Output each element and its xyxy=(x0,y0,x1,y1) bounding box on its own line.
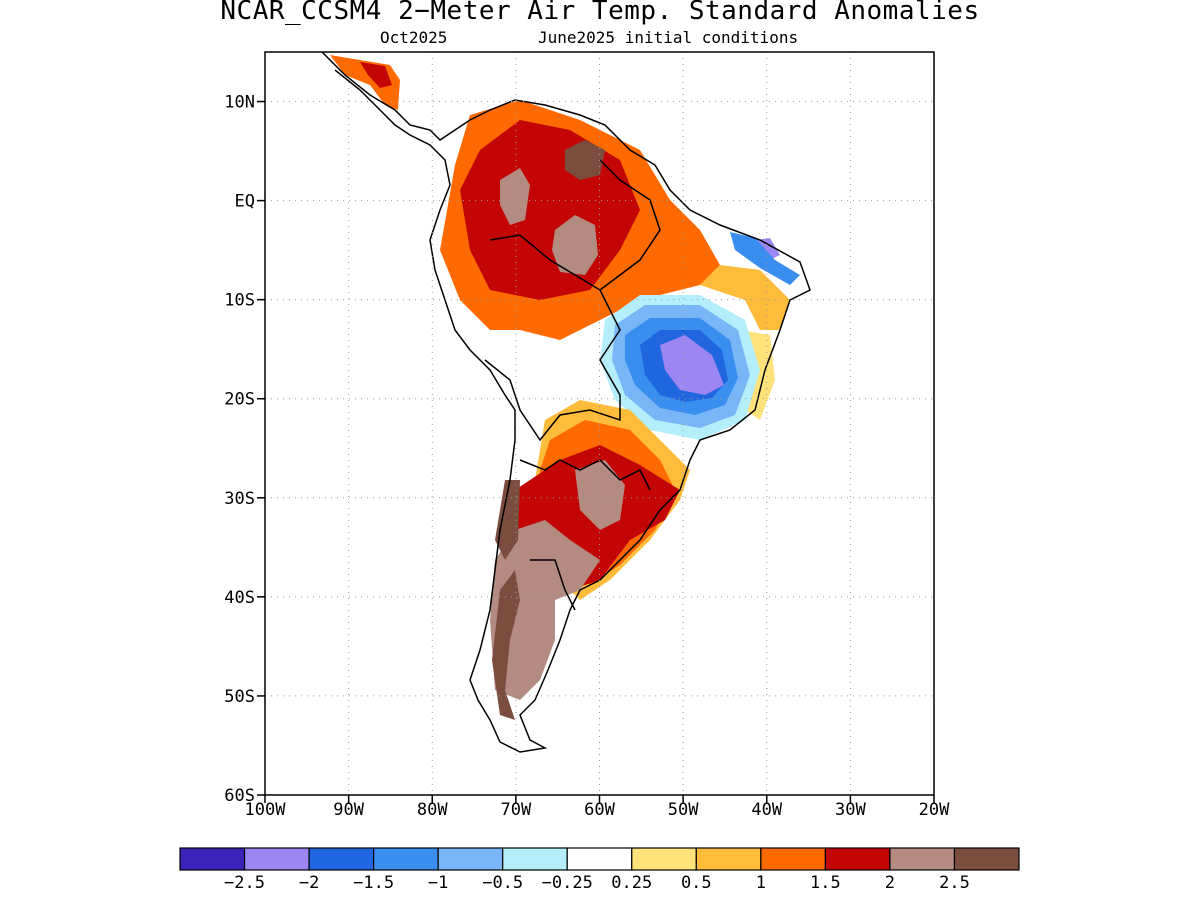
anomaly-neg1p5-ne xyxy=(730,232,800,285)
anomaly-2p5-north-a xyxy=(552,215,598,275)
lon-tick-label: 30W xyxy=(835,800,866,820)
colorbar-label: −1 xyxy=(428,873,448,893)
lon-tick-label: 90W xyxy=(333,800,364,820)
lon-tick-label: 50W xyxy=(668,800,699,820)
lon-tick-label: 20W xyxy=(919,800,950,820)
colorbar-label: 0.25 xyxy=(611,873,652,893)
colorbar-label: −0.25 xyxy=(542,873,593,893)
colorbar-label: −0.5 xyxy=(482,873,523,893)
lat-tick-label: 30S xyxy=(224,489,255,509)
lon-tick-label: 40W xyxy=(751,800,782,820)
initial-conditions: June2025 initial conditions xyxy=(538,28,799,47)
anomaly-2p5-south-b xyxy=(575,460,625,530)
colorbar-label: 1.5 xyxy=(810,873,841,893)
colorbar-swatch xyxy=(695,847,762,871)
lon-tick-label: 60W xyxy=(584,800,615,820)
lat-tick-label: 40S xyxy=(224,588,255,608)
lon-tick-label: 80W xyxy=(417,800,448,820)
colorbar-swatch xyxy=(953,847,1020,871)
longitude-axis: 100W 90W 80W 70W 60W 50W 40W 30W 20W xyxy=(245,795,950,820)
anomaly-neg2 xyxy=(660,335,724,395)
colorbar-label: −2.5 xyxy=(224,873,265,893)
colorbar-swatch xyxy=(760,847,826,871)
coastlines xyxy=(321,52,811,753)
colorbar-label: 1 xyxy=(756,873,766,893)
colorbar-swatch xyxy=(308,847,375,871)
anomaly-3-north xyxy=(565,140,605,180)
anomaly-neg2-ne xyxy=(755,238,780,262)
colorbar-label: −1.5 xyxy=(353,873,394,893)
lat-tick-label: EQ xyxy=(235,192,255,212)
lat-tick-label: 60S xyxy=(224,786,255,806)
lat-tick-label: 10N xyxy=(224,93,255,113)
colorbar-swatch xyxy=(631,847,697,871)
colorbar-swatch xyxy=(437,847,504,871)
anomaly-2p5-north-b xyxy=(500,168,530,225)
colorbar-swatch xyxy=(824,847,891,871)
colorbar: −2.5 −2 −1.5 −1 −0.5 −0.25 0.25 0.5 1 1.5 2 2.5 xyxy=(179,847,1020,893)
anomaly-field xyxy=(330,52,810,750)
colorbar-label: −2 xyxy=(299,873,319,893)
lat-tick-label: 50S xyxy=(224,687,255,707)
anomaly-2p5-south xyxy=(490,520,600,700)
lat-tick-label: 20S xyxy=(224,390,255,410)
colorbar-swatch xyxy=(502,847,568,871)
colorbar-swatch xyxy=(889,847,956,871)
lon-tick-label: 100W xyxy=(245,800,287,820)
colorbar-swatch xyxy=(373,847,439,871)
colorbar-label: 2.5 xyxy=(939,873,970,893)
colorbar-swatch xyxy=(243,847,310,871)
colorbar-swatch xyxy=(566,847,633,871)
latitude-axis: 10N EQ 10S 20S 30S 40S 50S 60S xyxy=(224,93,265,806)
colorbar-label: 0.5 xyxy=(681,873,712,893)
anomaly-central-america-red xyxy=(360,62,392,88)
forecast-month: Oct2025 xyxy=(380,28,448,47)
anomaly-3-south xyxy=(492,570,520,720)
lon-tick-label: 70W xyxy=(501,800,532,820)
map-title: NCAR_CCSM4 2−Meter Air Temp. Standard An… xyxy=(220,0,980,26)
lat-tick-label: 10S xyxy=(224,291,255,311)
colorbar-swatch xyxy=(179,847,246,871)
colorbar-label: 2 xyxy=(885,873,895,893)
anomaly-3-chile xyxy=(495,480,520,560)
anomaly-1-east xyxy=(700,265,790,330)
